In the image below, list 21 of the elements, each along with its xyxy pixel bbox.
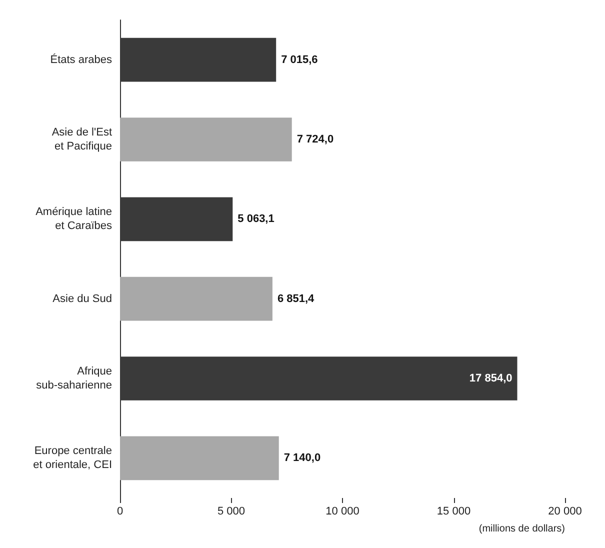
data-label: 5 063,1 bbox=[238, 213, 274, 226]
x-tick-label: 10 000 bbox=[326, 506, 360, 518]
bar bbox=[120, 436, 279, 480]
y-tick-label: États arabes bbox=[50, 52, 112, 66]
x-tick-label: 15 000 bbox=[436, 506, 471, 518]
y-tick-label: Asie de l'Est et Pacifique bbox=[52, 126, 112, 152]
x-tick-label: 0 bbox=[116, 506, 124, 518]
data-label: 7 724,0 bbox=[296, 134, 334, 146]
y-tick-label: Amérique latine et Caraïbes bbox=[36, 206, 112, 232]
y-tick-label: Europe centrale et orientale, CEI bbox=[33, 445, 112, 472]
data-label: 17 854,0 bbox=[469, 372, 512, 384]
bar bbox=[120, 276, 272, 321]
x-tick-label: 20 000 bbox=[548, 506, 582, 518]
data-label: 6 851,4 bbox=[277, 292, 316, 305]
data-label: 7 015,6 bbox=[281, 54, 318, 66]
data-label: 7 140,0 bbox=[284, 452, 321, 464]
y-tick-label: Afrique sub-saharienne bbox=[36, 366, 112, 392]
x-tick-label: 5 000 bbox=[217, 506, 246, 518]
bar bbox=[120, 118, 292, 162]
x-axis-title: (millions de dollars) bbox=[478, 524, 565, 534]
y-tick-label: Asie du Sud bbox=[52, 292, 112, 305]
